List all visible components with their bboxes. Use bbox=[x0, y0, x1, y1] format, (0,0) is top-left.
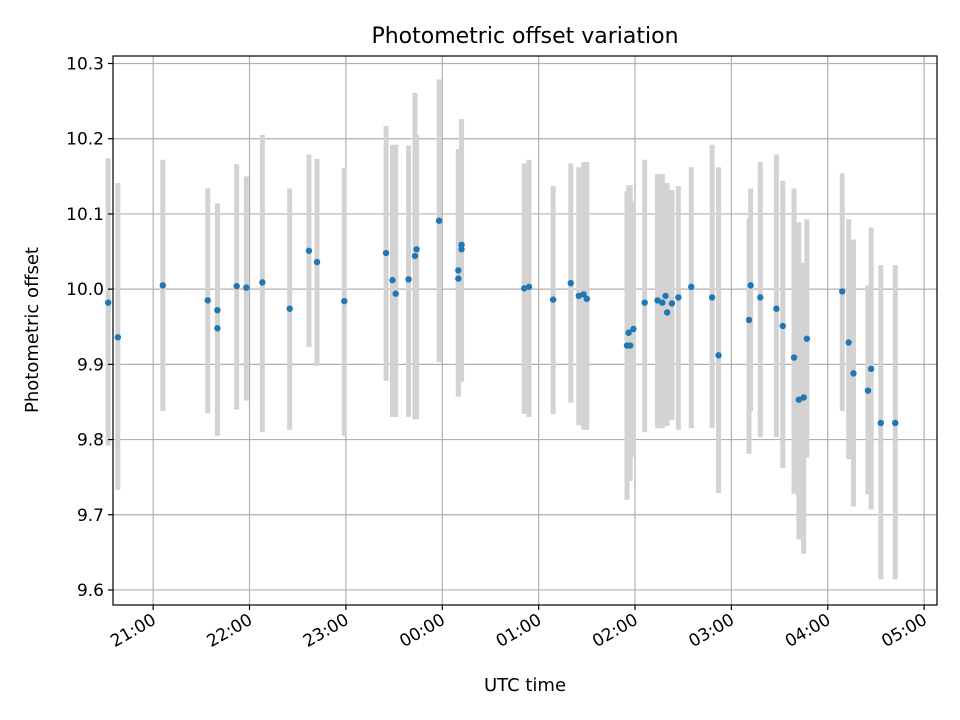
data-point bbox=[867, 365, 875, 373]
data-point bbox=[790, 354, 798, 361]
data-point bbox=[214, 325, 221, 332]
data-point bbox=[411, 252, 419, 260]
chart-title: Photometric offset variation bbox=[371, 24, 678, 49]
data-point bbox=[583, 295, 591, 303]
y-tick-label: 10.3 bbox=[66, 55, 104, 75]
data-point bbox=[864, 387, 872, 394]
data-point bbox=[525, 283, 533, 291]
data-points bbox=[104, 217, 899, 427]
x-tick-label: 05:00 bbox=[878, 610, 930, 652]
data-point bbox=[305, 247, 313, 254]
data-point bbox=[779, 322, 787, 330]
data-point bbox=[641, 299, 648, 306]
data-point bbox=[575, 292, 583, 300]
data-point bbox=[773, 305, 780, 312]
data-point bbox=[259, 279, 266, 286]
data-point bbox=[877, 419, 884, 427]
x-tick-label: 22:00 bbox=[204, 610, 256, 652]
data-point bbox=[627, 342, 634, 349]
data-point bbox=[455, 275, 462, 282]
data-point bbox=[405, 276, 412, 283]
data-point bbox=[708, 294, 716, 301]
data-point bbox=[662, 292, 669, 300]
data-point bbox=[233, 282, 240, 290]
x-axis-label: UTC time bbox=[484, 675, 566, 696]
data-point bbox=[800, 394, 807, 401]
data-point bbox=[803, 335, 811, 342]
data-point bbox=[243, 284, 250, 291]
x-tick-label: 00:00 bbox=[396, 610, 448, 652]
data-point bbox=[313, 258, 321, 266]
data-point bbox=[104, 299, 112, 306]
data-point bbox=[688, 283, 695, 291]
error-bars bbox=[105, 79, 898, 580]
y-tick-label: 9.7 bbox=[77, 506, 104, 526]
data-point bbox=[114, 334, 122, 341]
x-tick-label: 01:00 bbox=[493, 610, 545, 652]
data-point bbox=[659, 299, 666, 306]
data-point bbox=[520, 285, 528, 292]
data-point bbox=[745, 316, 753, 324]
data-point bbox=[795, 396, 803, 403]
data-point bbox=[455, 267, 462, 274]
y-tick-label: 10.2 bbox=[66, 130, 104, 150]
data-point bbox=[625, 329, 632, 336]
data-point bbox=[839, 288, 846, 295]
data-point bbox=[757, 294, 764, 301]
data-point bbox=[675, 294, 682, 301]
y-tick-label: 10.1 bbox=[66, 205, 104, 225]
data-point bbox=[668, 300, 676, 307]
data-point bbox=[435, 217, 443, 224]
plot-frame bbox=[112, 55, 938, 606]
data-point bbox=[204, 297, 211, 304]
x-tick-label: 21:00 bbox=[107, 610, 159, 652]
x-tick-label: 03:00 bbox=[685, 610, 737, 652]
x-tick-label: 23:00 bbox=[300, 610, 352, 652]
y-tick-label: 9.8 bbox=[77, 431, 104, 451]
data-point bbox=[382, 249, 390, 257]
data-point bbox=[214, 306, 221, 314]
data-point bbox=[850, 370, 857, 377]
data-point bbox=[286, 305, 293, 312]
y-tick-label: 9.6 bbox=[77, 581, 104, 601]
data-point bbox=[580, 291, 587, 298]
data-point bbox=[341, 297, 348, 305]
data-point bbox=[654, 297, 661, 304]
data-point bbox=[567, 279, 574, 287]
y-axis-label: Photometric offset bbox=[22, 247, 43, 413]
data-point bbox=[392, 290, 399, 297]
data-point bbox=[549, 296, 557, 303]
x-tick-label: 04:00 bbox=[782, 610, 834, 652]
data-point bbox=[458, 241, 465, 248]
data-point bbox=[663, 309, 671, 316]
y-axis-ticks: 9.6 9.7 9.8 9.9 10.0 10.1 10.2 10.3 bbox=[66, 55, 113, 601]
data-point bbox=[630, 325, 637, 333]
data-point bbox=[389, 276, 396, 284]
data-point bbox=[413, 246, 420, 253]
data-point bbox=[159, 282, 166, 289]
data-point bbox=[747, 282, 754, 289]
x-axis-ticks: 21:00 22:00 23:00 00:00 01:00 02:00 03:00 04:00… bbox=[107, 605, 931, 652]
y-tick-label: 9.9 bbox=[77, 355, 104, 375]
data-point bbox=[715, 352, 722, 359]
data-point bbox=[845, 339, 852, 346]
x-tick-label: 02:00 bbox=[589, 610, 641, 652]
data-point bbox=[458, 246, 465, 253]
y-tick-label: 10.0 bbox=[66, 280, 104, 300]
data-point bbox=[892, 419, 899, 427]
